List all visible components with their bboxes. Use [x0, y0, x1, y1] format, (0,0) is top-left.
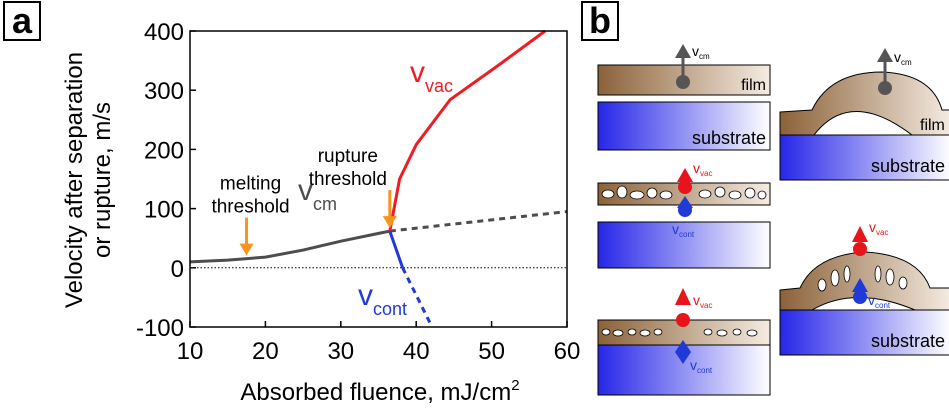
arrow-head	[877, 48, 893, 62]
diagram: film substrate vcm substrate film vcm vv…	[597, 43, 949, 396]
series-line	[388, 230, 405, 269]
voids	[601, 185, 767, 200]
y-axis-label: or rupture, m/s	[89, 102, 116, 258]
velocity-label: vcm	[692, 43, 710, 61]
series-name-sub: vac	[425, 76, 453, 96]
film	[779, 251, 949, 311]
x-tick-label: 50	[478, 338, 505, 365]
velocity-label: vcont	[690, 357, 713, 375]
panel-label: a	[12, 0, 33, 41]
arrow-head	[675, 288, 691, 305]
series-line	[189, 229, 391, 264]
y-tick-label: -100	[136, 315, 184, 342]
panel-box	[3, 1, 41, 41]
arrow-head	[852, 278, 868, 292]
x-tick-label: 20	[252, 338, 279, 365]
velocity-label: vvac	[869, 219, 888, 237]
mass-center	[678, 180, 692, 194]
series-name: v	[298, 174, 313, 207]
arrow-head	[677, 196, 693, 208]
voids	[817, 265, 908, 292]
series-line	[388, 29, 547, 232]
substrate	[597, 221, 771, 269]
arrow-head	[677, 168, 693, 182]
velocity-label: vcont	[672, 221, 695, 239]
substrate	[597, 101, 771, 151]
series-label: vvac	[410, 56, 453, 96]
velocity-label: vvac	[693, 292, 712, 310]
annotation-arrow-head	[239, 243, 254, 256]
mass-center	[853, 242, 867, 256]
y-tick-label: 0	[171, 256, 184, 283]
arrow-head	[852, 226, 868, 242]
series-name: v	[410, 56, 425, 89]
x-axis-label: Absorbed fluence, mJ/cm2	[240, 377, 519, 406]
substrate-label: substrate	[871, 156, 945, 176]
film	[779, 71, 949, 136]
series-line	[389, 210, 568, 233]
velocity-label: vvac	[693, 160, 712, 178]
film-label: film	[741, 77, 766, 94]
y-tick-label: 200	[144, 137, 184, 164]
substrate	[779, 134, 949, 181]
y-tick-label: 300	[144, 78, 184, 105]
y-axis-label: Velocity after separation	[61, 52, 88, 308]
plot-frame	[189, 30, 568, 328]
cavity	[812, 111, 914, 136]
mass-center	[878, 81, 892, 95]
x-tick-label: 60	[554, 338, 581, 365]
velocity-label: vcont	[868, 292, 891, 310]
x-tick-label: 40	[403, 338, 430, 365]
series-label: vcont	[358, 279, 407, 319]
series-name-sub: cont	[373, 299, 407, 319]
mass-center	[676, 75, 690, 89]
x-tick-label: 10	[177, 338, 204, 365]
annotation-arrow-head	[382, 216, 397, 229]
y-tick-label: 100	[144, 197, 184, 224]
panel-box	[581, 1, 619, 41]
substrate-label: substrate	[692, 128, 766, 148]
annotation-text: rupture	[318, 146, 378, 167]
y-tick-label: 400	[144, 19, 184, 46]
series-label: vcm	[298, 174, 337, 214]
series-line	[401, 267, 434, 328]
annotation-text: threshold	[211, 197, 289, 218]
series-name-sub: cm	[313, 194, 337, 214]
panel-label: b	[589, 0, 611, 41]
mass-center	[853, 290, 867, 304]
voids	[601, 328, 758, 337]
arrow-head	[675, 44, 691, 58]
mass-center	[676, 313, 690, 327]
substrate	[779, 309, 949, 356]
annotation-text: threshold	[309, 169, 387, 190]
substrate-label: substrate	[871, 331, 945, 351]
x-tick-label: 30	[327, 338, 354, 365]
film-label: film	[920, 117, 945, 134]
series-name: v	[358, 279, 373, 312]
velocity-label: vcm	[894, 49, 912, 67]
mass-center	[675, 340, 691, 364]
annotation-text: melting	[220, 174, 281, 195]
